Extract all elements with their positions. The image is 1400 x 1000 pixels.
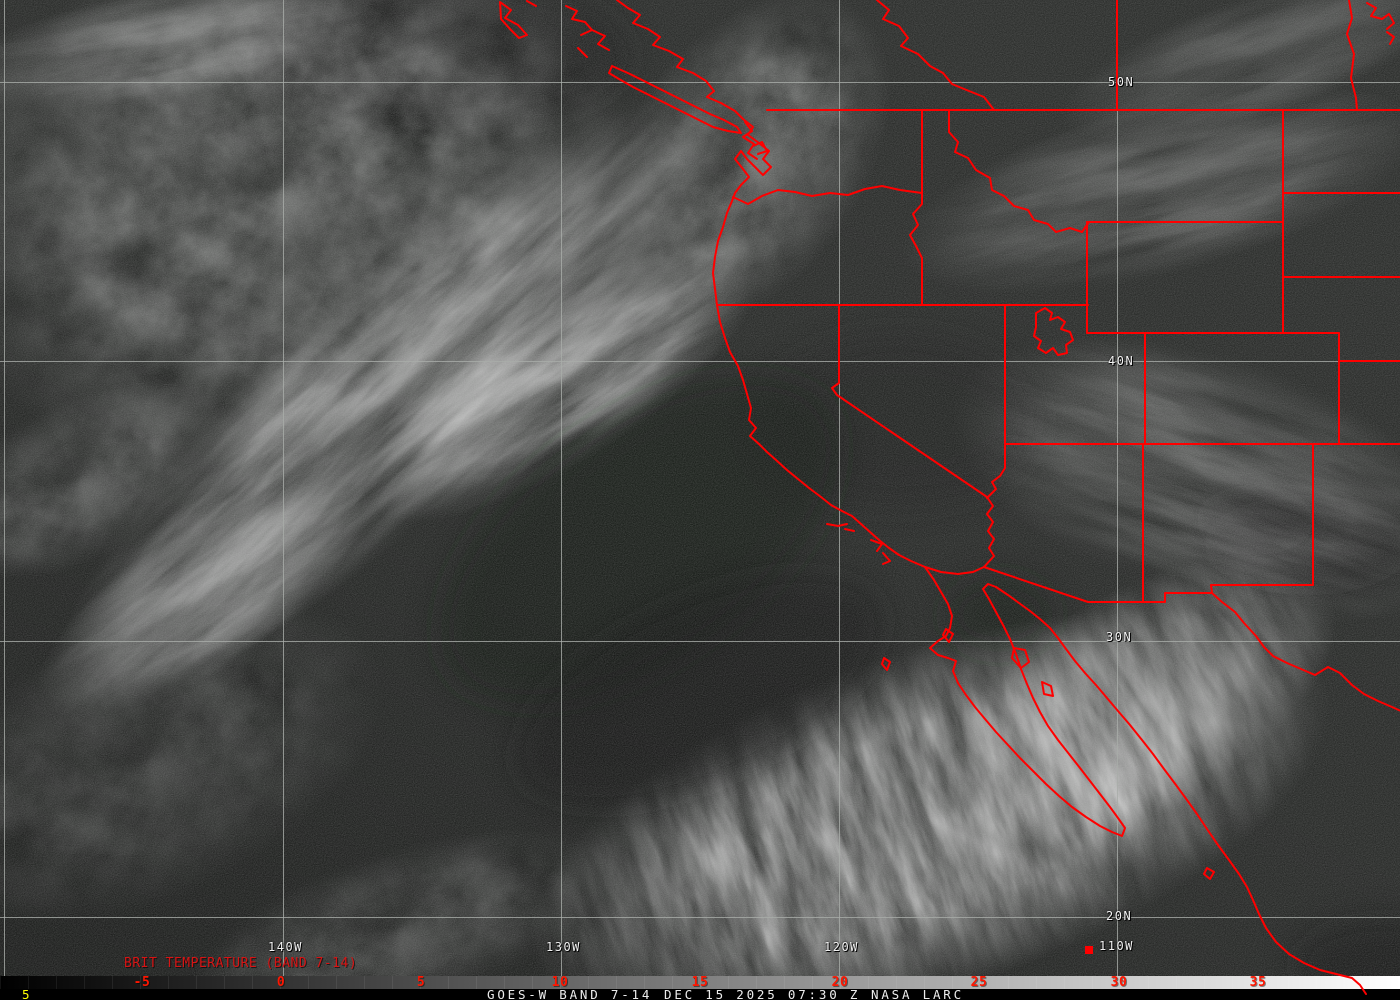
timestamp: DEC 15 2025 07:30 Z [664, 987, 861, 1000]
puget-sound-coast [742, 121, 768, 160]
colorbar-tick: 35 [1249, 975, 1267, 990]
colorbar-tick: 20 [831, 975, 849, 990]
nv-ut-az-border [986, 304, 1006, 499]
sk-mb-border [1346, 0, 1358, 111]
status-bar: 5 GOES-W BAND 7-14 DEC 15 2025 07:30 Z N… [0, 987, 1400, 1000]
manitoba-lakes [1366, 2, 1395, 45]
product-overlay-label: BRIT TEMPERATURE (BAND 7-14) [124, 956, 358, 971]
rio-grande [1210, 584, 1400, 712]
colorbar-tick: 0 [276, 975, 286, 990]
agency-credit: NASA LARC [871, 987, 964, 1000]
mexico-mainland-coast [995, 586, 1367, 995]
vancouver-island [608, 65, 742, 134]
lon-label-120w: 120W [824, 940, 859, 954]
pacific-coastline [616, 0, 926, 568]
bc-ab-border [876, 0, 995, 111]
cedros-island [942, 628, 954, 643]
colorbar-tick: 10 [551, 975, 569, 990]
lat-label-30n: 30N [1106, 630, 1133, 644]
bc-islands [565, 5, 610, 58]
guadalupe-island [881, 657, 891, 671]
lat-label-40n: 40N [1108, 354, 1135, 368]
gulf-islands [1011, 647, 1215, 880]
ca-nv-border [831, 304, 988, 498]
baja-peninsula-coast [924, 566, 1126, 837]
map-borders [499, 0, 1400, 995]
lon-label-130w: 130W [546, 940, 581, 954]
id-mt-border [948, 109, 1090, 233]
colorbar-tick: -5 [133, 975, 151, 990]
graticule-lines [0, 0, 1400, 976]
lon-label-110w: 110W [1099, 939, 1134, 953]
frame-indicator: 5 [22, 987, 33, 1000]
colorbar-tick: 30 [1110, 975, 1128, 990]
colorbar-tick: 5 [416, 975, 426, 990]
lon-label-140w: 140W [268, 940, 303, 954]
great-salt-lake [1033, 307, 1074, 356]
lat-label-20n: 20N [1106, 909, 1133, 923]
colorbar-tick: 15 [691, 975, 709, 990]
wa-id-or-id-border [909, 109, 923, 306]
colorbar-gradient [0, 975, 1400, 989]
haida-gwaii [499, 0, 537, 39]
colorado-river-border [983, 496, 995, 568]
product-name: GOES-W BAND 7-14 [487, 987, 653, 1000]
colorbar-strip: -5 0 5 10 15 20 25 30 35 [0, 975, 1400, 989]
lat-label-50n: 50N [1108, 75, 1135, 89]
channel-islands [826, 523, 891, 565]
colorbar-tick: 25 [970, 975, 988, 990]
socorro-island-marker [1085, 946, 1093, 954]
wa-or-border [732, 185, 923, 205]
